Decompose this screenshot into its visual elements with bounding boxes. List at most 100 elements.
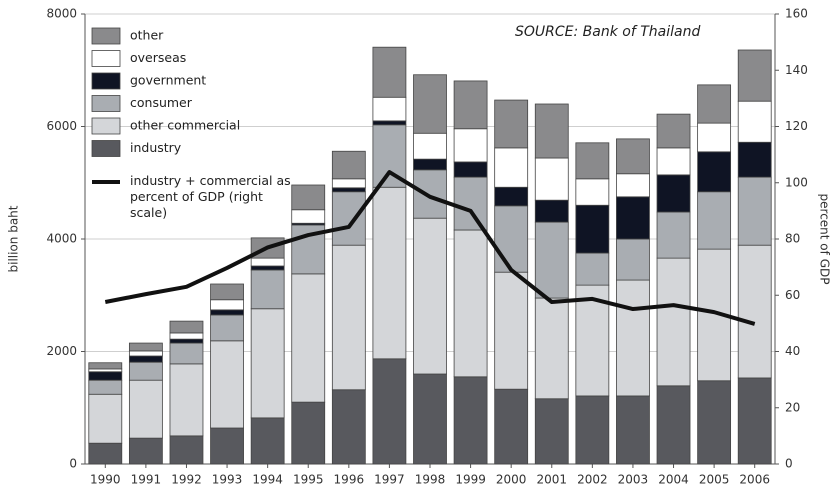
bar-segment	[656, 147, 691, 176]
bar-segment	[656, 257, 691, 387]
x-tick-label: 2003	[618, 473, 649, 487]
bar-segment	[534, 398, 569, 465]
x-tick-label: 2005	[699, 473, 730, 487]
bar-segment	[169, 363, 204, 437]
bar-segment	[453, 376, 488, 465]
x-tick-label: 1992	[171, 473, 202, 487]
legend-swatch	[91, 72, 121, 90]
legend-label: overseas	[130, 50, 186, 65]
bar-segment	[169, 338, 204, 344]
legend-swatch	[91, 50, 121, 67]
bar-segment	[88, 393, 123, 444]
bar-segment	[494, 186, 529, 207]
bar-segment	[413, 158, 447, 171]
bar-segment	[331, 150, 366, 180]
bar-segment	[737, 141, 772, 178]
bar-segment	[616, 196, 650, 240]
bar-segment	[88, 368, 123, 373]
bar-segment	[534, 157, 569, 201]
bar-segment	[88, 371, 123, 381]
x-tick-label: 1993	[212, 473, 243, 487]
bar-segment	[616, 395, 650, 465]
legend-label: consumer	[130, 95, 193, 110]
bar-segment	[372, 96, 407, 122]
x-tick-label: 1999	[455, 473, 486, 487]
legend-label: industry	[130, 140, 182, 155]
bar-segment	[534, 103, 569, 159]
legend-label: government	[130, 73, 206, 88]
x-tick-label: 2004	[658, 473, 689, 487]
bar-segment	[656, 385, 691, 465]
y-axis-label: billion baht	[7, 205, 21, 272]
bar-segment	[413, 132, 447, 160]
bar-segment	[250, 417, 285, 465]
y2-tick-label: 80	[785, 232, 800, 246]
bar-segment	[697, 84, 732, 124]
y2-tick-label: 160	[785, 7, 808, 21]
bar-segment	[697, 380, 732, 465]
bar-segment	[575, 204, 610, 254]
x-tick-label: 1996	[334, 473, 365, 487]
bar-segment	[331, 191, 366, 246]
bar-segment	[413, 169, 447, 219]
bar-segment	[534, 297, 569, 400]
y-tick-label: 0	[69, 457, 77, 471]
bar-segment	[210, 309, 244, 316]
bar-segment	[250, 265, 285, 271]
bar-segment	[128, 355, 163, 363]
bar-segment	[413, 217, 447, 375]
x-tick-label: 2006	[739, 473, 770, 487]
bar-segment	[494, 271, 529, 390]
bar-segment	[737, 244, 772, 379]
legend-swatch	[91, 27, 121, 45]
y-tick-label: 2000	[46, 344, 77, 358]
source-note: SOURCE: Bank of Thailand	[515, 24, 700, 40]
bar-segment	[372, 46, 407, 98]
bar-segment	[494, 147, 529, 188]
legend-label-box: industry + commercial as percent of GDP …	[130, 173, 291, 220]
bar-segment	[210, 340, 244, 429]
legend-label: industry + commercial as percent of GDP …	[130, 173, 291, 220]
bar-segment	[169, 332, 204, 340]
bar-segment	[331, 389, 366, 465]
y-tick-label: 4000	[46, 232, 77, 246]
bar-segment	[737, 49, 772, 102]
bar-segment	[453, 80, 488, 130]
bar-segment	[210, 299, 244, 311]
bar-segment	[413, 74, 447, 134]
bar-segment	[697, 122, 732, 153]
bar-segment	[494, 205, 529, 273]
bar-segment	[128, 350, 163, 357]
bar-segment	[210, 283, 244, 301]
y2-axis-label: percent of GDP	[818, 194, 832, 285]
line-series	[104, 170, 756, 326]
y2-tick-label: 100	[785, 175, 808, 189]
bar-segment	[169, 320, 204, 334]
bar-segment	[88, 362, 123, 370]
y2-tick-label: 0	[785, 457, 793, 471]
bar-segment	[697, 151, 732, 193]
bar-segment	[453, 229, 488, 378]
bar-segment	[453, 161, 488, 178]
bar-segment	[494, 388, 529, 465]
bar-segment	[575, 252, 610, 286]
bar-segment	[128, 379, 163, 439]
bar-segment	[737, 176, 772, 246]
x-tick-label: 2001	[536, 473, 567, 487]
bar-segment	[210, 314, 244, 342]
bar-segment	[250, 257, 285, 267]
bar-segment	[128, 437, 163, 465]
bar-segment	[737, 100, 772, 143]
bar-segment	[656, 174, 691, 213]
bar-segment	[575, 142, 610, 180]
y2-tick-label: 60	[785, 288, 800, 302]
bar-segment	[616, 238, 650, 281]
bar-segment	[128, 342, 163, 352]
bar-segment	[616, 138, 650, 175]
bar-segment	[331, 178, 366, 189]
bar-segment	[250, 308, 285, 419]
legend-swatch	[91, 95, 121, 112]
bar-segment	[291, 273, 326, 403]
bar-segment	[331, 187, 366, 193]
